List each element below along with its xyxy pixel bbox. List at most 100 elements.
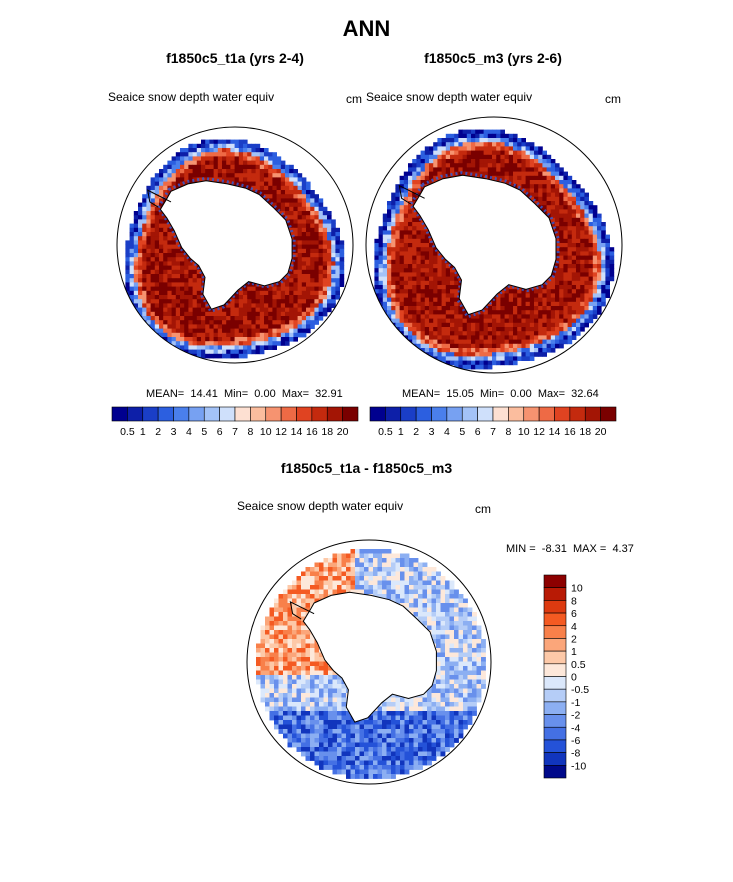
colorbar-box xyxy=(431,406,448,422)
colorbar-tick-label: 12 xyxy=(275,426,287,438)
colorbar-box xyxy=(543,726,567,741)
colorbar-box xyxy=(543,752,567,766)
colorbar-box xyxy=(543,765,567,779)
colorbar-tick-label: 1 xyxy=(571,646,577,658)
stats-m3: MEAN= 15.05 Min= 0.00 Max= 32.64 xyxy=(402,388,599,400)
colorbar-box xyxy=(543,638,567,652)
colorbar-box xyxy=(342,406,359,422)
colorbar-box xyxy=(554,406,571,422)
colorbar-box xyxy=(543,600,567,614)
max-label: Max= xyxy=(281,388,310,400)
colorbar-box xyxy=(543,625,567,639)
min-value: 0.00 xyxy=(510,388,532,400)
variable-label-m3: Seaice snow depth water equiv xyxy=(366,90,533,104)
antarctica-outline xyxy=(159,180,293,310)
colorbar-box xyxy=(188,406,205,422)
colorbar-box xyxy=(280,406,297,422)
colorbar-box xyxy=(369,406,386,422)
mean-value: 14.41 xyxy=(190,388,218,400)
colorbar-tick-label: 4 xyxy=(186,426,192,438)
colorbar-box xyxy=(477,406,494,422)
colorbar-tick-label: 18 xyxy=(321,426,333,438)
colorbar-box xyxy=(538,406,555,422)
variable-label-t1a: Seaice snow depth water equiv xyxy=(108,90,275,104)
colorbar-box xyxy=(543,739,567,753)
map-m3 xyxy=(366,117,622,373)
colorbar-tick-label: 3 xyxy=(429,426,435,438)
antarctica-outline xyxy=(302,591,437,723)
colorbar-box xyxy=(523,406,540,422)
map-t1a xyxy=(117,127,353,363)
colorbar-tick-label: 0.5 xyxy=(571,659,586,671)
colorbar-box xyxy=(584,406,601,422)
colorbar-tick-label: 18 xyxy=(579,426,591,438)
colorbar-box xyxy=(250,406,267,422)
min-value: 0.00 xyxy=(254,388,276,400)
colorbar-box xyxy=(265,406,282,422)
min-label: MIN = xyxy=(506,543,536,555)
colorbar-box xyxy=(543,587,567,601)
colorbar-tick-label: 10 xyxy=(571,583,583,595)
colorbar-box xyxy=(173,406,190,422)
colorbar-tick-label: -0.5 xyxy=(571,684,589,696)
colorbar-tick-label: 0 xyxy=(571,672,577,684)
colorbar-tick-label: 10 xyxy=(518,426,530,438)
map-boundary-m3 xyxy=(365,116,623,374)
colorbar-tick-label: 3 xyxy=(171,426,177,438)
antarctica-outline xyxy=(412,174,557,316)
colorbar-box xyxy=(543,676,567,690)
colorbar-tick-label: 20 xyxy=(337,426,349,438)
colorbar-box xyxy=(543,663,567,677)
max-label: Max= xyxy=(537,388,566,400)
colorbar-tick-label: -4 xyxy=(571,722,580,734)
panel-title-t1a: f1850c5_t1a (yrs 2-4) xyxy=(166,50,304,66)
colorbar-m3: 0.5 1 2 3 4 5 6 7 8 10 12 14 16 18 20 xyxy=(369,406,617,438)
colorbar-box xyxy=(543,714,567,728)
colorbar-box xyxy=(326,406,343,422)
max-value: 32.64 xyxy=(571,388,599,400)
colorbar-tick-label: 14 xyxy=(549,426,561,438)
colorbar-t1a: 0.5 1 2 3 4 5 6 7 8 10 12 14 16 18 20 xyxy=(111,406,359,438)
colorbar-box xyxy=(311,406,328,422)
colorbar-tick-label: 16 xyxy=(306,426,318,438)
colorbar-tick-label: 8 xyxy=(247,426,253,438)
colorbar-box xyxy=(543,612,567,627)
colorbar-box xyxy=(111,406,128,422)
variable-label-diff: Seaice snow depth water equiv xyxy=(237,499,404,513)
colorbar-box xyxy=(446,406,463,422)
colorbar-box xyxy=(543,688,567,703)
max-value: 32.91 xyxy=(315,388,343,400)
colorbar-tick-label: 14 xyxy=(291,426,303,438)
panel-title-diff: f1850c5_t1a - f1850c5_m3 xyxy=(280,460,453,476)
colorbar-tick-label: 16 xyxy=(564,426,576,438)
colorbar-tick-label: 1 xyxy=(140,426,146,438)
colorbar-box xyxy=(569,406,586,422)
colorbar-tick-label: 2 xyxy=(413,426,419,438)
stats-t1a: MEAN= 14.41 Min= 0.00 Max= 32.91 xyxy=(146,388,343,400)
page-title: ANN xyxy=(342,16,391,41)
colorbar-box xyxy=(415,406,432,422)
colorbar-tick-label: 2 xyxy=(571,633,577,645)
colorbar-box xyxy=(142,406,159,422)
colorbar-tick-label: -2 xyxy=(571,710,580,722)
colorbar-box xyxy=(385,406,402,422)
colorbar-tick-label: -10 xyxy=(571,760,586,772)
colorbar-tick-label: 7 xyxy=(490,426,496,438)
colorbar-tick-label: 8 xyxy=(571,595,577,607)
mean-label: MEAN= xyxy=(146,388,185,400)
colorbar-box xyxy=(127,406,144,422)
units-label-t1a: cm xyxy=(346,92,362,106)
colorbar-box xyxy=(492,406,509,422)
colorbar-tick-label: 0.5 xyxy=(378,426,393,438)
colorbar-tick-label: 6 xyxy=(475,426,481,438)
colorbar-tick-label: 6 xyxy=(571,608,577,620)
colorbar-tick-label: 6 xyxy=(217,426,223,438)
panel-title-m3: f1850c5_m3 (yrs 2-6) xyxy=(424,50,562,66)
mean-value: 15.05 xyxy=(446,388,474,400)
colorbar-box xyxy=(400,406,417,422)
colorbar-tick-label: 2 xyxy=(155,426,161,438)
min-label: Min= xyxy=(480,388,505,400)
units-label-diff: cm xyxy=(475,502,491,516)
